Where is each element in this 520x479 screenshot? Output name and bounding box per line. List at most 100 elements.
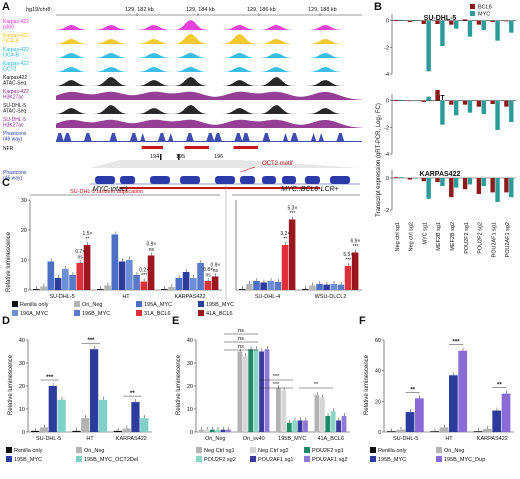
panelE-group-label: 195B_MYC [278, 436, 306, 442]
panelF-cell-label-line: KARPAS422 [477, 436, 508, 442]
tandem-dup-label-line: SU-DHL-5 tandem duplication [70, 189, 143, 195]
panelB-bar [412, 178, 418, 179]
panelB-tick-label: -2 [384, 208, 389, 214]
panelE-bar [215, 429, 221, 432]
panelC-annotation-line: *** [290, 211, 296, 217]
panelE-sig-line: ** [314, 382, 319, 388]
panelB-bar [440, 178, 445, 186]
panelC-annotation-line: 0.2× [139, 268, 149, 274]
panelF-tick-label-line: 20 [375, 399, 381, 405]
panelB-bar [476, 20, 482, 25]
tandem-dup-bar [120, 187, 320, 189]
coord-label: 129, 188 kb [308, 7, 337, 13]
panelE-legend-swatch [304, 447, 310, 453]
panelC-legend-label: 196A_MYC [20, 311, 48, 317]
panelE-legend-label: POU2AF1 sg1 [258, 457, 293, 463]
panelB-tick-label-line: 0 [386, 19, 389, 25]
panelF-legend-label: 195B_MYC [378, 457, 406, 463]
conservation-block [330, 176, 350, 184]
panelD-tick-label: 0 [22, 430, 25, 436]
panelC-header-left-line: MYC-intact [93, 186, 129, 193]
panelB-category-label: POU2AF1 sg1 [491, 222, 497, 257]
panelD-ylabel: Relative luminescence [8, 354, 14, 415]
panelB-category-label-line: MYC sg1 [422, 222, 428, 245]
panelB-cell-title-line: KARPAS422 [420, 171, 461, 178]
panelC-annotation-line: *** [353, 244, 359, 250]
panelC-cell-label: SU-DHL-4 [255, 294, 280, 300]
panelC-legend-swatch [74, 301, 80, 307]
track-signal [56, 53, 362, 58]
panelF-bar [458, 350, 468, 432]
panelB-bar [426, 178, 431, 199]
track-label-line: SU-DHL-5 [3, 103, 26, 109]
panelB-tick-label-line: -4 [384, 72, 389, 78]
panelE-group-label: Ori_Neg [205, 436, 225, 442]
panelC-bar [147, 255, 155, 290]
panelB-tick-label: -4 [384, 152, 389, 158]
panelE-legend-label-line: Neg Ctrl sg2 [258, 448, 289, 454]
panelF-legend-label: Ori_Neg [444, 448, 464, 454]
track-label-line: ATAC-Seq [3, 108, 26, 114]
panelB-bar [435, 178, 440, 182]
track-label-line: H3K27ac [3, 122, 24, 128]
panelC-legend-label-line: 41A_BCL6 [206, 311, 233, 317]
panelE-bar [292, 420, 298, 432]
panelC-bar [182, 272, 190, 290]
panelC-bar [47, 261, 55, 290]
nfr-region [233, 146, 258, 149]
panelC-bar [168, 287, 175, 290]
panelC-annotation-line: 1.5× [82, 231, 92, 237]
panelC-cell-label-line: SU-DHL-4 [255, 294, 280, 300]
panelF-legend-label-line: 195B_MYC_Dup [444, 457, 485, 463]
panelC-bar [83, 245, 91, 290]
panelE-tick-label: 30 [187, 361, 193, 367]
panelB-tick-label-line: 0 [386, 176, 389, 182]
panelC-tick-label-line: 30 [21, 198, 27, 204]
track-label-line: p300 [3, 24, 14, 30]
panelB-category-label-line: POU2F2 sg1 [464, 222, 470, 254]
panelC-legend-swatch [198, 310, 204, 316]
panelD-bar [90, 349, 99, 432]
panelB-bar [398, 100, 404, 101]
tandem-dup-label: SU-DHL-5 tandem duplication [70, 189, 143, 195]
panelF-bar [387, 431, 396, 432]
panelC-legend-label: Renilla only [20, 302, 49, 308]
panelC-annotation-line: 0.9× [210, 263, 220, 269]
panelF-tick-label-line: 60 [375, 338, 381, 344]
panelF-ylabel-line: Relative luminescence [364, 354, 370, 415]
panelC-ylabel: Relative luminescence [6, 231, 12, 292]
panelF-legend-swatch [370, 447, 376, 453]
panelE-legend-label: POU2F2 sg2 [204, 457, 236, 463]
panelC-header-left: MYC-intact [93, 186, 129, 193]
conservation-block [282, 176, 296, 184]
panelE-tick-label: 10 [187, 407, 193, 413]
panelB-bar [412, 20, 418, 21]
panelC-cell-label: WSU-DLCL2 [315, 294, 347, 300]
panel-letter-D-line: D [2, 315, 10, 327]
panelB-bar [467, 178, 473, 185]
panelE-tick-label: 40 [187, 338, 193, 344]
panelB-bar [440, 100, 445, 125]
conservation-block [240, 176, 255, 184]
panelB-ylabel-line: Transcript expression (qRT-PCR, Log₂ FC) [376, 103, 382, 217]
panelB-bar [509, 20, 514, 33]
panelC-cell-label: KARPAS422 [174, 294, 205, 300]
panelF-legend-label-line: 195B_MYC [378, 457, 406, 463]
panelB-category-label: MEF2B sg1 [436, 222, 442, 251]
panelC-bar [309, 285, 316, 290]
panelE-tick-label-line: 30 [187, 361, 193, 367]
panelB-bar [394, 20, 399, 21]
panelB-bar [495, 20, 500, 41]
panelC-annotation: 5.5× *** [343, 252, 353, 263]
panelC-bar [274, 281, 282, 290]
panelC-bar [76, 263, 84, 290]
panelF-tick-label-line: 40 [375, 369, 381, 375]
track-label: Karpas-422 p300 [3, 19, 29, 30]
panelE-sig: ns [238, 328, 244, 334]
track-label-line: Karpas-422 [3, 47, 29, 53]
panelE-legend-label-line: POU2AF1 sg1 [258, 457, 293, 463]
panelD-legend-swatch [6, 447, 12, 453]
panelF-bar [473, 431, 483, 432]
panelF-legend-swatch [436, 456, 442, 462]
